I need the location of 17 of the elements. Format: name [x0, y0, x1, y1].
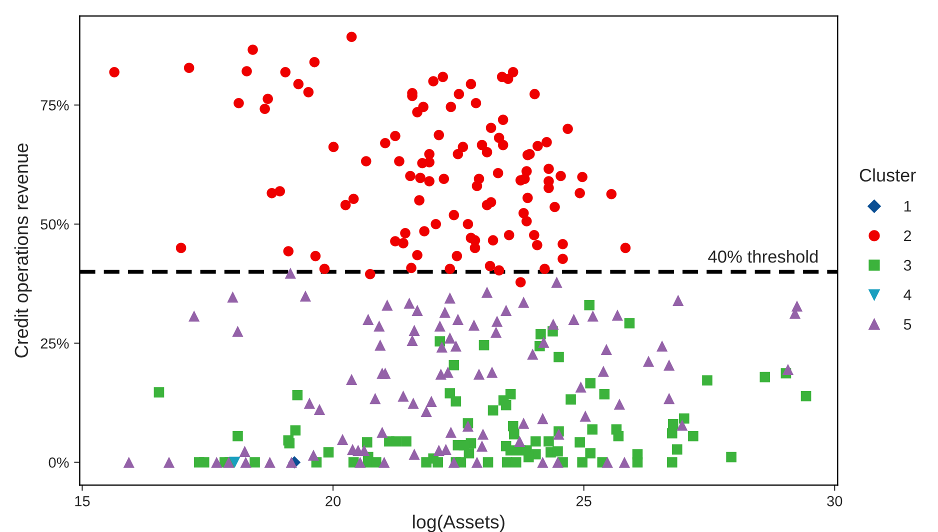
ref-line-label: 40% threshold [708, 250, 818, 263]
legend-title: Cluster [860, 168, 916, 182]
x-axis-title: log(Assets) [413, 514, 504, 532]
y-tick-label: 25% [40, 338, 69, 349]
x-tick-label: 25 [576, 496, 592, 506]
y-tick-label: 75% [40, 100, 69, 110]
y-tick-label: 50% [40, 219, 69, 230]
legend-label: 5 [904, 319, 912, 330]
x-tick-label: 30 [827, 496, 842, 506]
legend-label: 3 [904, 260, 912, 271]
y-tick-label: 0% [48, 457, 69, 468]
x-tick-label: 15 [75, 496, 90, 506]
y-axis-title: Credit operations revenue [14, 144, 32, 358]
x-tick-label: 20 [326, 496, 341, 506]
legend-label: 4 [904, 290, 912, 300]
legend-label: 2 [904, 230, 911, 242]
legend-label: 1 [904, 201, 912, 212]
